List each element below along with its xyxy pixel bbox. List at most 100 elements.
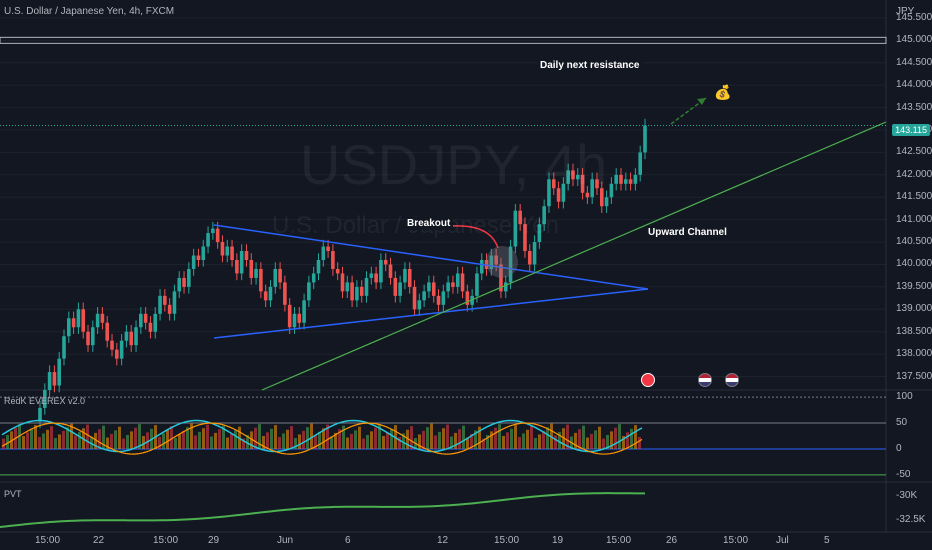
candle — [215, 228, 220, 243]
everex-bar — [206, 424, 209, 449]
everex-bar — [118, 426, 121, 449]
everex-bar — [54, 438, 57, 449]
candle — [76, 309, 81, 328]
us-flag-icon[interactable] — [725, 373, 739, 387]
everex-bar — [142, 436, 145, 449]
currency-label: JPY — [896, 6, 915, 17]
candle — [283, 282, 287, 305]
everex-bar — [498, 424, 501, 449]
everex-bar — [506, 432, 509, 449]
everex-bar — [478, 426, 481, 449]
everex-bar — [286, 429, 289, 449]
everex-bar — [26, 432, 29, 449]
candle — [182, 277, 186, 287]
candle — [460, 273, 465, 292]
us-flag-icon[interactable] — [698, 373, 712, 387]
candle — [239, 251, 244, 274]
everex-slow-line — [1, 422, 643, 455]
candle — [278, 268, 282, 283]
everex-bar — [134, 427, 137, 449]
daily-resistance-label[interactable]: Daily next resistance — [537, 59, 643, 72]
candle — [609, 183, 614, 198]
everex-bar — [186, 427, 189, 449]
price-tick-label: 137.500 — [896, 370, 932, 382]
price-tick-label: 145.500 — [896, 11, 932, 23]
candle — [211, 228, 215, 234]
everex-bar — [42, 433, 45, 449]
everex-bar — [218, 429, 221, 449]
money-bag-icon[interactable]: 💰 — [714, 84, 732, 100]
candle — [508, 246, 513, 283]
candle — [148, 322, 153, 332]
candle — [441, 291, 446, 305]
everex-bar — [74, 435, 77, 449]
everex-bar — [306, 427, 309, 449]
everex-bar — [626, 432, 629, 449]
everex-bar — [326, 424, 329, 449]
candle — [167, 304, 172, 314]
everex-label[interactable]: RedK EVEREX v2.0 — [4, 396, 86, 406]
price-tick-label: 139.500 — [896, 280, 932, 292]
upward-channel-label[interactable]: Upward Channel — [645, 226, 730, 239]
everex-bar — [302, 430, 305, 449]
candle — [575, 174, 580, 180]
everex-bar — [298, 434, 301, 449]
price-tick-label: 144.000 — [896, 79, 932, 91]
everex-bar — [262, 436, 265, 449]
candle — [91, 327, 95, 346]
candle — [335, 268, 340, 274]
everex-bar — [30, 428, 33, 449]
candle — [81, 309, 86, 332]
candle — [321, 246, 326, 260]
everex-bar — [22, 436, 25, 449]
candle — [561, 183, 566, 202]
everex-bar — [98, 429, 101, 449]
everex-bar — [210, 436, 213, 449]
everex-bar — [466, 437, 469, 449]
triangle-lower-line — [213, 288, 649, 339]
candle — [86, 331, 90, 346]
pvt-tick-label: -32.5K — [896, 514, 926, 526]
everex-bar — [634, 425, 637, 449]
everex-bar — [362, 438, 365, 449]
everex-bar — [398, 437, 401, 449]
pvt-label[interactable]: PVT — [4, 489, 22, 499]
everex-bar — [318, 431, 321, 449]
candle — [556, 188, 561, 202]
everex-bar — [166, 429, 169, 449]
everex-bar — [378, 424, 381, 449]
candle — [52, 372, 57, 386]
everex-bar — [630, 428, 633, 449]
everex-bar — [458, 429, 461, 449]
symbol-title[interactable]: U.S. Dollar / Japanese Yen, 4h, FXCM — [4, 6, 175, 17]
price-tick-label: 140.000 — [896, 258, 932, 270]
everex-bar — [62, 430, 65, 449]
everex-bar — [542, 430, 545, 449]
event-icon[interactable] — [641, 373, 655, 387]
candle — [47, 372, 52, 390]
price-tick-label: 139.000 — [896, 303, 932, 315]
time-tick-label: 26 — [666, 535, 678, 546]
everex-bar — [482, 438, 485, 449]
candle — [345, 282, 350, 292]
price-tick-label: 138.500 — [896, 325, 932, 337]
candle — [331, 251, 335, 269]
everex-bar — [578, 429, 581, 449]
everex-tick-label: 100 — [896, 391, 913, 403]
everex-bar — [514, 425, 517, 449]
everex-bar — [266, 432, 269, 449]
candle — [383, 260, 388, 265]
breakout-label[interactable]: Breakout — [404, 217, 454, 230]
price-tick-label: 138.000 — [896, 348, 932, 360]
candle — [287, 304, 292, 328]
candle — [379, 260, 383, 283]
everex-bar — [534, 438, 537, 449]
candle — [643, 125, 647, 153]
everex-bar — [526, 429, 529, 449]
everex-bar — [410, 426, 413, 449]
candle — [244, 251, 249, 260]
candle — [398, 282, 402, 296]
candle — [436, 295, 441, 305]
candle — [302, 300, 306, 323]
everex-bar — [214, 432, 217, 449]
